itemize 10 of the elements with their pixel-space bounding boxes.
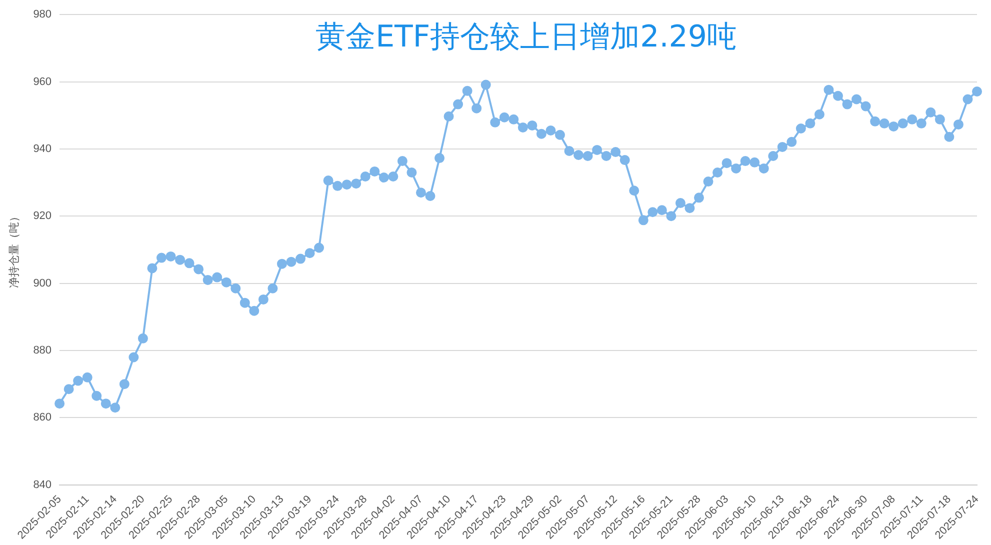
y-tick-label: 980 [33,8,52,21]
y-tick-label: 960 [33,76,52,88]
y-tick-label: 940 [33,142,52,155]
y-axis-title: 净持仓量（吨） [8,211,21,288]
chart-title: 黄金ETF持仓较上日增加2.29吨 [316,19,737,54]
y-tick-label: 880 [33,344,52,357]
y-tick-label: 860 [33,412,52,424]
y-tick-label: 840 [33,478,52,491]
y-tick-label: 900 [33,277,52,290]
y-tick-label: 920 [33,210,52,222]
